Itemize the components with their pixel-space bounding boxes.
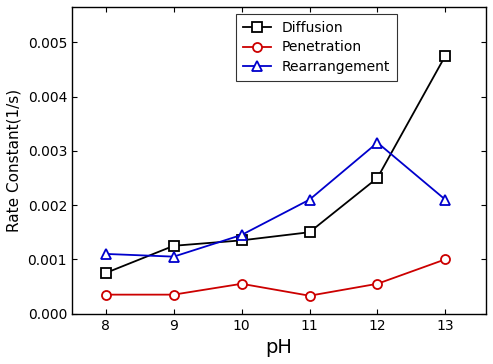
Penetration	[239, 282, 245, 286]
Diffusion	[171, 244, 176, 248]
Rearrangement	[375, 141, 381, 145]
Rearrangement	[171, 254, 176, 259]
Line: Diffusion: Diffusion	[101, 51, 450, 277]
Y-axis label: Rate Constant(1/s): Rate Constant(1/s)	[7, 89, 22, 232]
Line: Penetration: Penetration	[101, 255, 450, 300]
Rearrangement	[103, 252, 109, 256]
Legend: Diffusion, Penetration, Rearrangement: Diffusion, Penetration, Rearrangement	[236, 14, 397, 81]
Diffusion	[239, 238, 245, 242]
Penetration	[307, 293, 313, 298]
Line: Rearrangement: Rearrangement	[101, 138, 450, 261]
Diffusion	[103, 271, 109, 275]
Penetration	[171, 292, 176, 297]
Penetration	[442, 257, 448, 262]
X-axis label: pH: pH	[266, 338, 292, 357]
Rearrangement	[442, 197, 448, 202]
Penetration	[375, 282, 381, 286]
Diffusion	[307, 230, 313, 234]
Penetration	[103, 292, 109, 297]
Rearrangement	[239, 233, 245, 237]
Rearrangement	[307, 197, 313, 202]
Diffusion	[375, 176, 381, 180]
Diffusion	[442, 54, 448, 58]
